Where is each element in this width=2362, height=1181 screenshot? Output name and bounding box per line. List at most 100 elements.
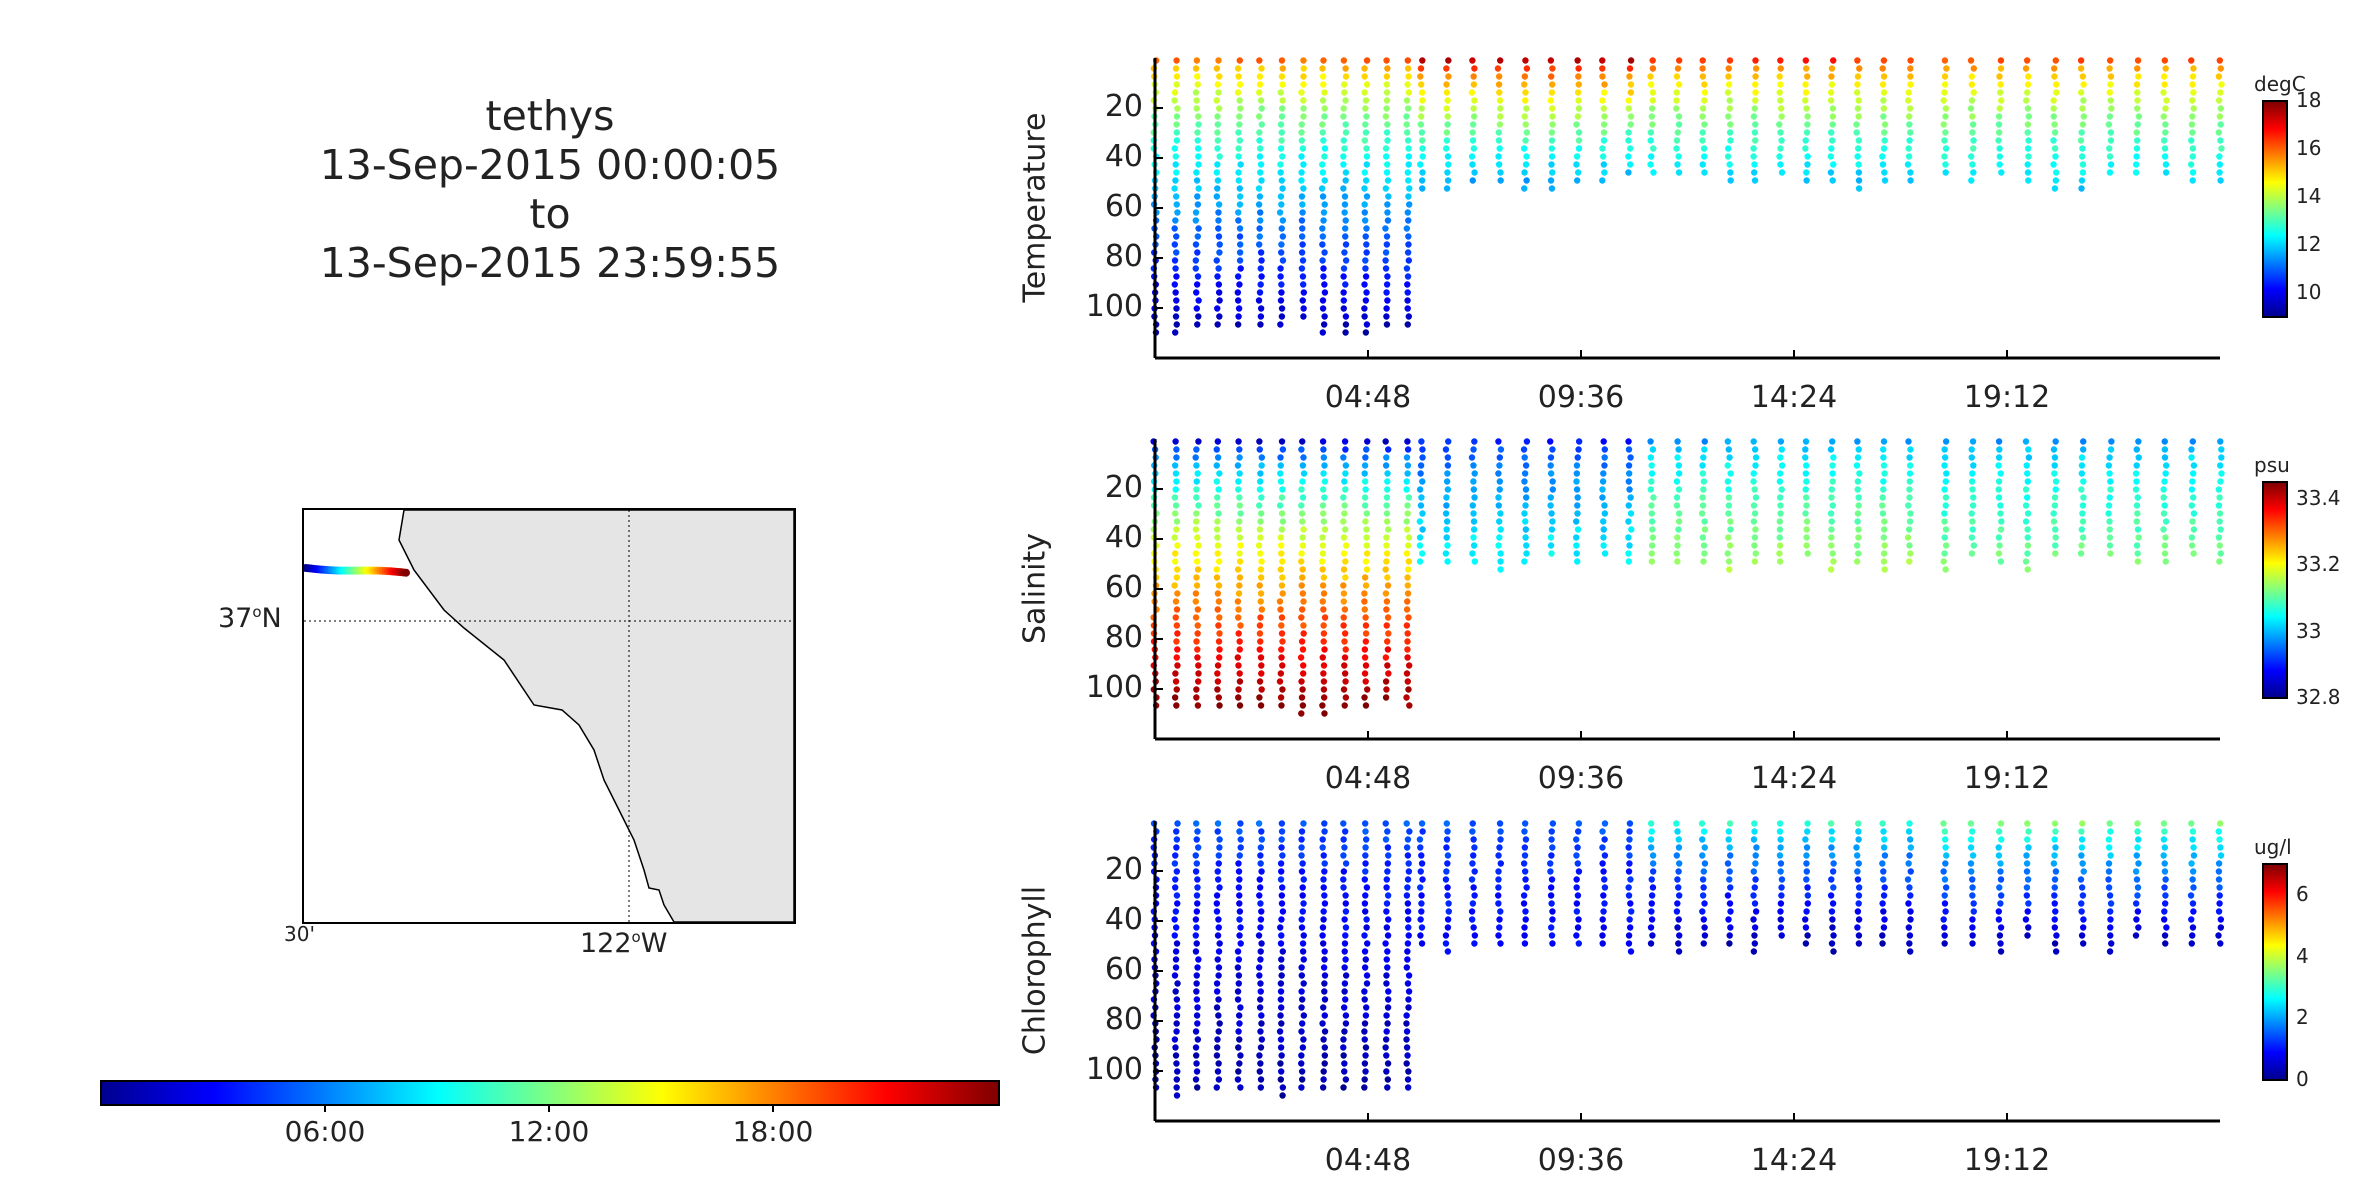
data-point [1419, 828, 1426, 835]
data-point [1321, 1012, 1328, 1019]
data-point [1256, 225, 1263, 232]
data-point [1384, 614, 1392, 621]
data-point [1258, 257, 1265, 264]
data-point [1599, 916, 1606, 923]
data-point [1941, 153, 1948, 160]
data-point [1804, 892, 1812, 899]
data-point [1172, 964, 1180, 971]
data-point [1172, 177, 1179, 184]
data-point [1319, 566, 1326, 573]
data-point [1361, 1028, 1368, 1035]
data-point [1416, 542, 1424, 549]
data-point [1469, 900, 1477, 907]
data-point [1417, 932, 1424, 939]
data-point [2106, 65, 2113, 72]
data-point [1880, 876, 1887, 883]
data-point [1699, 836, 1706, 843]
data-point [1443, 526, 1450, 533]
data-point [1752, 57, 1759, 64]
data-point [1625, 558, 1633, 565]
data-point [1752, 454, 1760, 461]
data-point [2132, 868, 2140, 875]
data-point [1214, 542, 1222, 549]
data-point [1405, 193, 1412, 200]
data-point [1881, 137, 1888, 144]
data-point [1235, 169, 1242, 176]
data-point [1277, 145, 1285, 152]
data-point [1340, 185, 1347, 192]
data-point [1341, 478, 1348, 485]
data-point [2160, 113, 2167, 120]
data-point [2023, 57, 2031, 64]
data-point [1803, 876, 1810, 883]
data-point [1319, 932, 1326, 939]
data-point [1383, 89, 1391, 96]
data-point [1521, 868, 1529, 875]
data-point [1256, 630, 1264, 637]
data-point [1341, 916, 1348, 923]
data-point [1751, 820, 1758, 827]
data-point [1941, 518, 1948, 525]
data-point [1340, 153, 1347, 160]
data-point [1827, 820, 1835, 827]
data-point [1418, 105, 1425, 112]
data-point [1256, 137, 1263, 144]
data-point [1907, 177, 1914, 184]
data-point [1444, 454, 1452, 461]
data-point [1236, 900, 1243, 907]
data-point [1750, 438, 1757, 445]
data-point [1404, 900, 1412, 907]
data-point [1341, 502, 1348, 509]
data-point [1194, 566, 1202, 573]
data-point [1319, 836, 1326, 843]
data-point [1727, 518, 1734, 525]
data-point [1361, 948, 1369, 955]
data-point [1828, 844, 1835, 851]
data-point [1192, 1028, 1200, 1035]
data-point [1340, 273, 1347, 280]
data-point [2132, 169, 2140, 176]
x-tick-label: 04:48 [1324, 380, 1412, 415]
data-point [2080, 868, 2087, 875]
data-point [2024, 908, 2031, 915]
data-point [1236, 225, 1244, 232]
data-point [1751, 161, 1758, 168]
data-point [1675, 916, 1682, 923]
data-point [1854, 153, 1861, 160]
data-point [1701, 169, 1708, 176]
data-point [1752, 65, 1760, 72]
data-point [1173, 940, 1181, 947]
data-point [1573, 542, 1580, 549]
data-point [1257, 265, 1264, 272]
data-point [2023, 868, 2031, 875]
data-point [1192, 614, 1200, 621]
data-point [1383, 884, 1390, 891]
data-point [1573, 486, 1581, 493]
data-point [1548, 876, 1556, 883]
data-point [1998, 169, 2005, 176]
start-time: 13-Sep-2015 00:00:05 [319, 141, 781, 189]
data-point [2133, 852, 2140, 859]
data-point [1320, 852, 1327, 859]
data-point [1470, 446, 1477, 453]
data-point [1342, 694, 1350, 701]
data-point [1497, 510, 1504, 517]
data-point [1320, 630, 1328, 637]
data-point [1195, 956, 1202, 963]
data-point [1194, 193, 1201, 200]
data-point [1996, 884, 2003, 891]
data-point [1236, 494, 1243, 501]
data-point [1907, 65, 1914, 72]
data-point [1257, 980, 1264, 987]
data-point [1361, 988, 1368, 995]
data-point [2108, 940, 2115, 947]
data-point [1195, 185, 1202, 192]
data-point [1235, 1012, 1243, 1019]
data-point [1548, 550, 1555, 557]
data-point [1320, 1004, 1327, 1011]
data-point [1234, 89, 1242, 96]
data-point [1827, 89, 1835, 96]
data-point [1547, 438, 1554, 445]
data-point [1855, 550, 1862, 557]
